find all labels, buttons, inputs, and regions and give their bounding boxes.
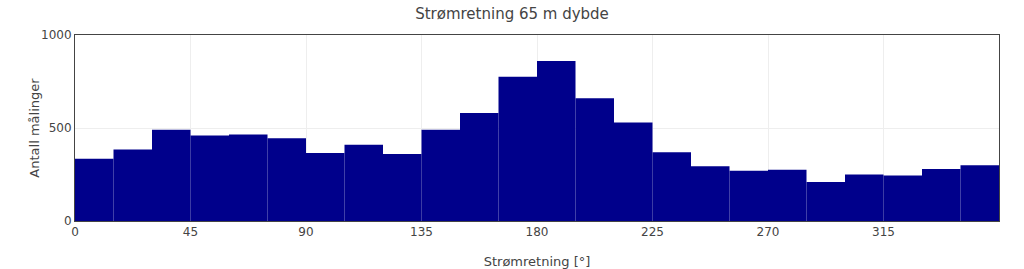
svg-text:1000: 1000 xyxy=(41,28,72,42)
svg-text:0: 0 xyxy=(64,214,72,228)
svg-text:Strømretning 65 m dybde: Strømretning 65 m dybde xyxy=(415,5,609,23)
svg-text:180: 180 xyxy=(526,225,549,239)
svg-text:270: 270 xyxy=(757,225,780,239)
svg-text:135: 135 xyxy=(410,225,433,239)
svg-text:500: 500 xyxy=(49,121,72,135)
svg-text:Antall målinger: Antall målinger xyxy=(27,78,42,178)
svg-text:315: 315 xyxy=(872,225,895,239)
svg-text:0: 0 xyxy=(71,225,79,239)
svg-text:225: 225 xyxy=(641,225,664,239)
svg-text:Strømretning [°]: Strømretning [°] xyxy=(484,254,591,269)
svg-text:90: 90 xyxy=(298,225,313,239)
svg-text:45: 45 xyxy=(183,225,198,239)
